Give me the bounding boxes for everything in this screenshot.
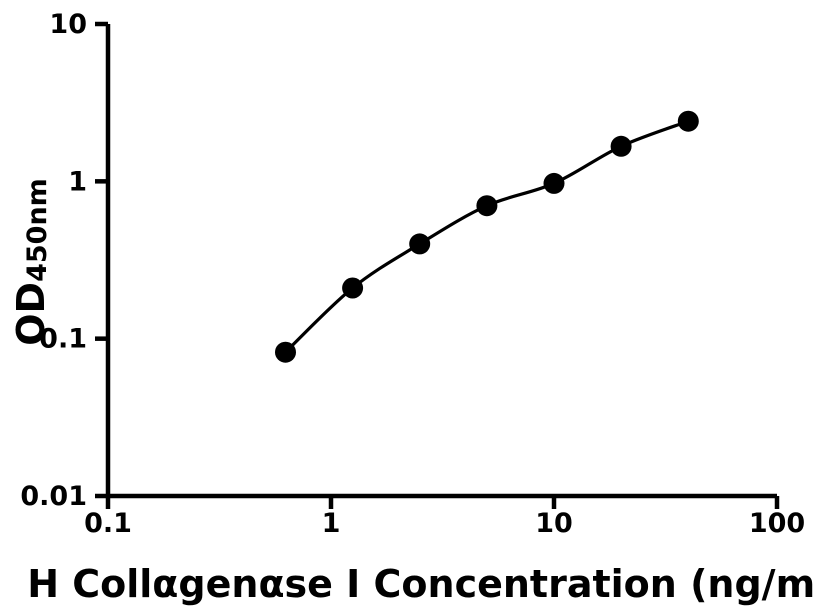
data-point xyxy=(409,233,431,255)
fit-curve xyxy=(284,119,689,354)
axis-spines xyxy=(105,24,777,499)
data-series xyxy=(275,110,699,363)
x-tick-label: 10 xyxy=(535,508,573,539)
data-point xyxy=(677,110,699,132)
y-axis-title-main: OD xyxy=(9,282,53,346)
y-tick-label: 1 xyxy=(68,166,87,197)
y-tick-label: 0.1 xyxy=(39,324,87,355)
y-tick-label: 0.01 xyxy=(20,481,87,512)
y-tick-label: 10 xyxy=(49,9,87,40)
x-tick-label: 1 xyxy=(322,508,341,539)
data-point xyxy=(610,135,632,157)
y-axis-title: OD450nm xyxy=(9,178,53,346)
data-point xyxy=(543,172,565,194)
y-axis-title-subscript: 450nm xyxy=(22,178,53,282)
data-point xyxy=(342,277,364,299)
data-point xyxy=(476,195,498,217)
x-tick-label: 0.1 xyxy=(84,508,132,539)
x-axis-title: H Collαgenαse I Concentration (ng/mL) xyxy=(27,562,816,606)
data-point xyxy=(275,341,296,363)
x-tick-label: 100 xyxy=(749,508,805,539)
